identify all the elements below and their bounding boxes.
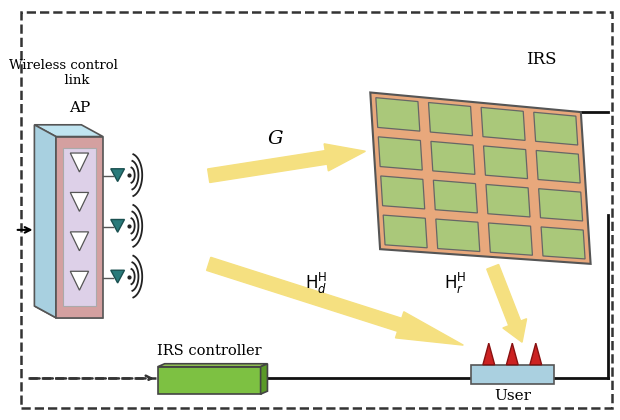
FancyArrow shape — [487, 265, 526, 342]
Text: $\mathrm{H}_d^\mathrm{H}$: $\mathrm{H}_d^\mathrm{H}$ — [305, 271, 327, 296]
Polygon shape — [376, 98, 420, 131]
Text: IRS controller: IRS controller — [157, 344, 262, 358]
Polygon shape — [34, 125, 103, 136]
Polygon shape — [539, 189, 583, 221]
Polygon shape — [534, 112, 578, 145]
Polygon shape — [530, 343, 542, 365]
Polygon shape — [481, 108, 525, 140]
Text: Wireless control
      link: Wireless control link — [9, 59, 118, 87]
Polygon shape — [260, 364, 267, 394]
Polygon shape — [507, 343, 518, 365]
FancyArrow shape — [208, 144, 365, 183]
Text: User: User — [494, 389, 531, 403]
Polygon shape — [431, 142, 475, 174]
Polygon shape — [370, 92, 591, 264]
Polygon shape — [111, 169, 125, 181]
Polygon shape — [383, 215, 427, 248]
Polygon shape — [378, 137, 422, 170]
Polygon shape — [428, 102, 472, 136]
Polygon shape — [489, 223, 533, 255]
Text: G: G — [267, 130, 283, 148]
Polygon shape — [483, 343, 495, 365]
Text: $\mathrm{H}_r^\mathrm{H}$: $\mathrm{H}_r^\mathrm{H}$ — [444, 271, 466, 296]
Polygon shape — [541, 227, 585, 259]
Bar — [471, 365, 554, 384]
Polygon shape — [34, 306, 103, 318]
Polygon shape — [34, 125, 56, 318]
Polygon shape — [486, 184, 530, 217]
Polygon shape — [381, 176, 425, 209]
Polygon shape — [111, 270, 125, 283]
Bar — [157, 367, 260, 394]
Polygon shape — [484, 146, 528, 178]
Polygon shape — [433, 180, 477, 213]
Text: AP: AP — [69, 101, 90, 115]
Polygon shape — [70, 192, 89, 211]
Polygon shape — [536, 150, 580, 183]
Polygon shape — [436, 219, 480, 252]
Text: IRS: IRS — [526, 51, 557, 68]
FancyArrow shape — [206, 257, 463, 345]
Polygon shape — [70, 232, 89, 251]
Bar — [63, 148, 96, 306]
Bar — [56, 136, 103, 318]
Polygon shape — [111, 220, 125, 232]
Polygon shape — [157, 364, 267, 367]
Polygon shape — [70, 271, 89, 290]
Polygon shape — [70, 153, 89, 172]
